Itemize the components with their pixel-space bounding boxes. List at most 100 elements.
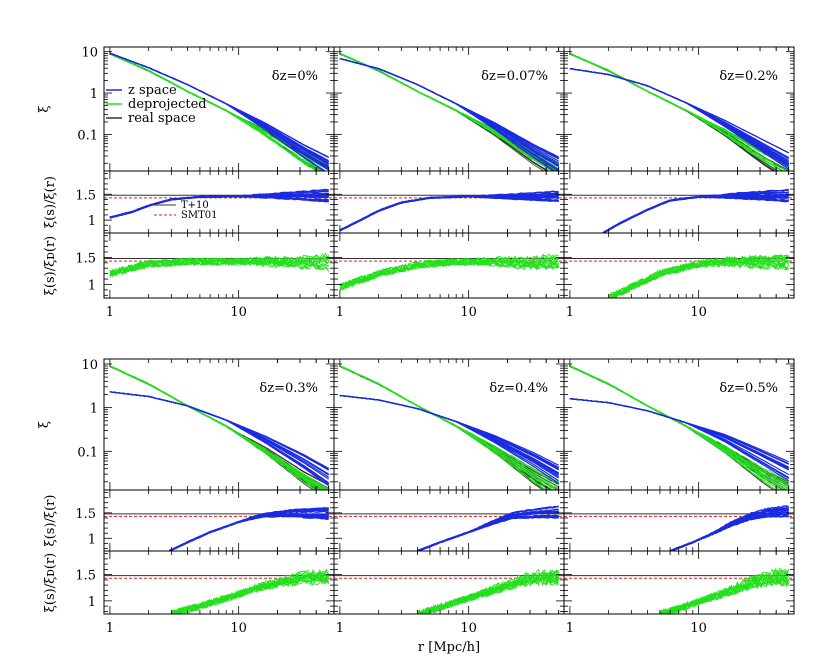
- series-line-deprojected-14: [109, 366, 316, 490]
- ratio-line-mid-13: [169, 514, 329, 551]
- y-axis-label-bottom: ξ(s)/ξᴅ(r): [43, 236, 58, 295]
- y-tick-label-ratio: 1: [88, 214, 96, 229]
- y-tick-label-ratio: 1.5: [75, 251, 96, 266]
- panel-label: δz=0.2%: [719, 69, 778, 84]
- x-axis-label: r [Mpc/h]: [418, 640, 480, 655]
- ratio-line-bot-16: [109, 254, 330, 276]
- x-tick-label: 1: [336, 621, 344, 636]
- legend-label: z space: [128, 83, 177, 98]
- y-tick-label-top: 0.1: [77, 445, 98, 460]
- panel-label: δz=0.5%: [719, 381, 778, 396]
- ratio-line-mid-13: [602, 195, 789, 233]
- ratio-line-bot-7: [339, 256, 559, 290]
- ratio-line-mid-16: [109, 188, 329, 219]
- ratio-line-bot-16: [659, 572, 789, 614]
- legend-label: real space: [128, 111, 196, 126]
- ratio-line-bot-12: [339, 257, 559, 289]
- y-axis-label-bottom: ξ(s)/ξᴅ(r): [43, 553, 58, 612]
- ratio-line-mid-16: [669, 508, 789, 551]
- series-line-z-space-14: [339, 58, 559, 166]
- y-tick-label-ratio: 1.5: [75, 507, 96, 522]
- y-axis-label-middle: ξ(s)/ξ(r): [43, 176, 58, 228]
- series-line-z-space-11: [339, 394, 559, 476]
- y-axis-label-top: ξ: [37, 105, 52, 112]
- subplot-bot-content: [104, 568, 334, 614]
- ratio-line-bot-15: [170, 569, 330, 614]
- ratio-line-bot-14: [339, 257, 560, 289]
- subplot-frame-mid: [103, 489, 335, 552]
- subplot-frame-mid: [103, 170, 335, 234]
- ratio-line-mid-16: [169, 513, 329, 551]
- series-line-z-space-14: [109, 52, 329, 159]
- subplot-frame-mid: [563, 170, 795, 234]
- ratio-line-mid-3: [602, 195, 789, 233]
- ratio-line-mid-16: [602, 193, 789, 233]
- y-tick-label-ratio: 1: [88, 595, 96, 610]
- subplot-mid-content: [564, 188, 794, 233]
- subplot-top-content: [339, 365, 560, 490]
- subplot-bot-content: [564, 253, 794, 298]
- x-tick-label: 1: [106, 305, 114, 320]
- ratio-line-mid-5: [602, 195, 789, 233]
- series-line-deprojected-14: [569, 52, 785, 171]
- x-tick-label: 10: [690, 305, 707, 320]
- series-line-z-space-14: [569, 68, 790, 168]
- legend-ratio-label: T+10: [181, 200, 209, 211]
- ratio-line-bot-16: [172, 574, 329, 614]
- ratio-line-mid-7: [417, 515, 559, 551]
- subplot-frame-mid: [333, 489, 565, 552]
- y-tick-label-ratio: 1.5: [75, 569, 96, 584]
- panel-label: δz=0.07%: [481, 69, 548, 84]
- ratio-line-mid-16: [417, 505, 559, 551]
- series-line-deprojected-14: [109, 53, 323, 171]
- series-line-z-space-14: [569, 398, 789, 468]
- series-line-z-space-9: [339, 394, 559, 471]
- x-tick-label: 10: [690, 621, 707, 636]
- subplot-frame-mid: [563, 489, 795, 552]
- series-line-z-space-14: [109, 391, 330, 484]
- y-tick-label-top: 10: [81, 358, 98, 373]
- subplot-bot-content: [104, 252, 334, 278]
- x-tick-label: 1: [566, 305, 574, 320]
- subplot-bot-content: [334, 253, 564, 291]
- ratio-line-mid-6: [669, 515, 789, 551]
- ratio-line-bot-13: [424, 572, 560, 614]
- series-line-z-space-14: [339, 394, 560, 479]
- ratio-line-mid-6: [417, 516, 559, 551]
- panel-4: δz=0.3% 1 10 10 1 0.1 1.5 1 1.5 1 ξ ξ(s)/ξ(r) ξ(s)/ξ…: [37, 358, 335, 636]
- ratio-line-mid-2: [169, 515, 329, 551]
- y-tick-label-top: 10: [81, 46, 98, 61]
- series-line-z-space-7: [569, 398, 789, 465]
- subplot-top-content: [569, 365, 790, 490]
- subplot-frame-bot: [103, 550, 335, 615]
- ratio-line-mid-1: [669, 512, 789, 551]
- y-axis-label-middle: ξ(s)/ξ(r): [43, 495, 58, 547]
- legend-ratio-label: SMT01: [181, 210, 217, 221]
- ratio-line-mid-12: [602, 195, 789, 233]
- subplot-mid-content: [334, 505, 564, 551]
- ratio-line-mid-6: [602, 196, 789, 233]
- ratio-line-mid-3: [417, 516, 559, 551]
- y-tick-label-top: 1: [90, 402, 98, 417]
- subplot-top-content: [339, 52, 560, 171]
- ratio-line-bot-10: [109, 256, 329, 275]
- y-axis-label-top: ξ: [37, 421, 52, 428]
- ratio-line-bot-14: [109, 256, 329, 278]
- ratio-line-mid-8: [602, 195, 789, 233]
- x-tick-label: 1: [566, 621, 574, 636]
- x-tick-label: 1: [106, 621, 114, 636]
- x-tick-label: 10: [230, 621, 247, 636]
- x-tick-label: 10: [460, 305, 477, 320]
- panel-3: δz=0.2% 1 10: [563, 46, 795, 320]
- ratio-line-mid-1: [602, 194, 789, 233]
- x-tick-label: 10: [230, 305, 247, 320]
- subplot-top-content: [569, 52, 790, 171]
- ratio-line-mid-10: [417, 516, 559, 551]
- panel-2: δz=0.07% 1 10: [333, 46, 565, 320]
- ratio-line-mid-11: [169, 514, 329, 551]
- ratio-line-bot-16: [339, 258, 560, 289]
- subplot-top-content: [109, 365, 330, 490]
